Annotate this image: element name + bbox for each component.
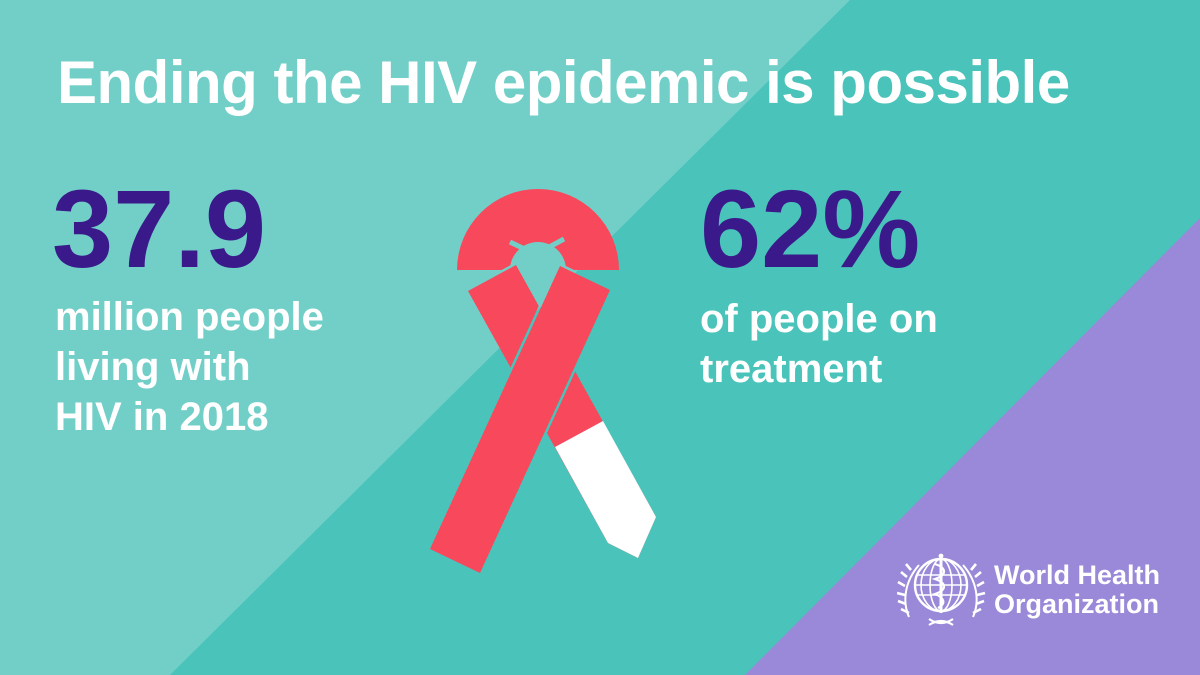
who-logo: World Health Organization (897, 551, 1172, 641)
stat-label-line: million people (55, 295, 324, 339)
stat-label-line: HIV in 2018 (55, 395, 269, 439)
stat-label-line: of people on (700, 297, 938, 341)
aids-ribbon-icon (430, 189, 656, 573)
ribbon-back-band-white-tail (555, 421, 656, 558)
stat-hiv-people-value: 37.9 (52, 168, 267, 291)
page-title: Ending the HIV epidemic is possible (57, 49, 1070, 116)
stat-hiv-people-label: million people living with HIV in 2018 (55, 292, 324, 442)
who-emblem-icon (897, 553, 986, 626)
ribbon-loop-arc (457, 189, 619, 270)
ribbon-front-band (430, 266, 610, 573)
stat-label-line: living with (55, 345, 251, 389)
background-light-diagonal-band (0, 0, 850, 675)
stat-treatment-value: 62% (700, 168, 921, 291)
corner-purple-triangle (745, 218, 1200, 675)
who-wordmark: World Health Organization (994, 561, 1160, 619)
who-name-line: Organization (994, 589, 1160, 619)
who-name-line: World Health (994, 560, 1161, 590)
stat-treatment-label: of people on treatment (700, 294, 938, 394)
stat-label-line: treatment (700, 347, 883, 391)
